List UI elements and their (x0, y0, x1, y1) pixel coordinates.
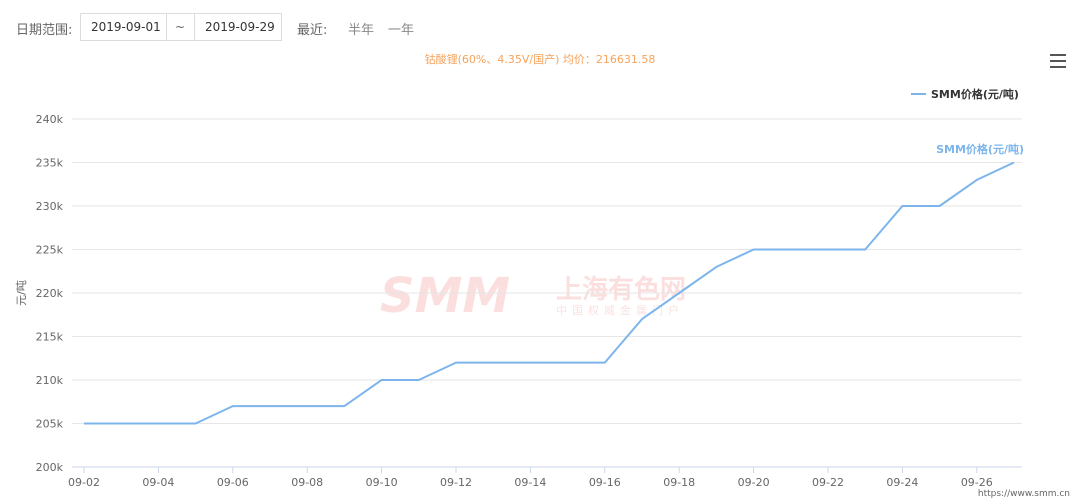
one-year-link[interactable]: 一年 (388, 23, 415, 38)
data-point (790, 248, 792, 250)
smm-watermark: SMM 上海有色网 中国权威金属门户 (380, 268, 686, 324)
date-separator: ~ (166, 13, 194, 41)
data-point (938, 205, 940, 207)
x-tick-label: 09-26 (961, 476, 993, 489)
x-tick-label: 09-10 (366, 476, 398, 489)
date-range-label: 日期范围: (16, 23, 73, 38)
y-tick-label: 215k (36, 331, 64, 344)
data-point (83, 422, 85, 424)
series-line-smm-price (84, 161, 1015, 425)
x-tick-label: 09-04 (142, 476, 174, 489)
hamburger-menu-icon[interactable] (1050, 54, 1066, 68)
source-url: https://www.smm.cn (978, 489, 1070, 499)
y-tick-label: 240k (36, 113, 64, 126)
x-tick-label: 09-18 (663, 476, 695, 489)
data-point (418, 379, 420, 381)
x-tick-label: 09-06 (217, 476, 249, 489)
data-point (901, 205, 903, 207)
y-tick-label: 230k (36, 200, 64, 213)
data-point (566, 361, 568, 363)
x-tick-label: 09-12 (440, 476, 472, 489)
data-point (864, 248, 866, 250)
data-point (306, 405, 308, 407)
start-date-input[interactable]: 2019-09-01 (80, 13, 167, 41)
data-point (715, 266, 717, 268)
data-point (343, 405, 345, 407)
y-tick-label: 205k (36, 418, 64, 431)
legend-item-label[interactable]: SMM价格(元/吨) (931, 87, 1019, 101)
end-date-input[interactable]: 2019-09-29 (194, 13, 282, 41)
x-tick-label: 09-02 (68, 476, 100, 489)
y-tick-label: 210k (36, 374, 64, 387)
legend[interactable]: SMM价格(元/吨) (911, 87, 1019, 101)
data-point (529, 361, 531, 363)
data-point (678, 292, 680, 294)
series-end-label: SMM价格(元/吨) (936, 142, 1024, 156)
watermark-name: 上海有色网 (556, 274, 686, 305)
x-tick-label: 09-14 (514, 476, 546, 489)
y-tick-label: 220k (36, 287, 64, 300)
data-point (976, 179, 978, 181)
data-point (380, 379, 382, 381)
data-point (157, 422, 159, 424)
recent-label: 最近: (297, 23, 328, 38)
y-tick-label: 200k (36, 461, 64, 474)
x-tick-label: 09-20 (738, 476, 770, 489)
chart-title: 钴酸锂(60%、4.35V/国产) 均价：216631.58 (425, 52, 656, 66)
data-point (641, 318, 643, 320)
x-tick-label: 09-08 (291, 476, 323, 489)
data-point (752, 248, 754, 250)
watermark-logo: SMM (380, 268, 510, 324)
data-point (232, 405, 234, 407)
data-point (492, 361, 494, 363)
data-point (604, 361, 606, 363)
x-tick-label: 09-22 (812, 476, 844, 489)
watermark-slogan: 中国权威金属门户 (556, 303, 684, 317)
data-point (1013, 161, 1015, 163)
x-tick-label: 09-24 (886, 476, 918, 489)
half-year-link[interactable]: 半年 (348, 23, 375, 38)
data-point (120, 422, 122, 424)
data-point (455, 361, 457, 363)
y-axis-title: 元/吨 (15, 280, 28, 306)
y-tick-label: 235k (36, 157, 64, 170)
data-point (827, 248, 829, 250)
data-point (194, 422, 196, 424)
date-range-toolbar: 日期范围: 2019-09-01 ~ 2019-09-29 最近: 半年 一年 (0, 0, 1080, 54)
x-tick-label: 09-16 (589, 476, 621, 489)
y-tick-label: 225k (36, 244, 64, 257)
data-point (269, 405, 271, 407)
